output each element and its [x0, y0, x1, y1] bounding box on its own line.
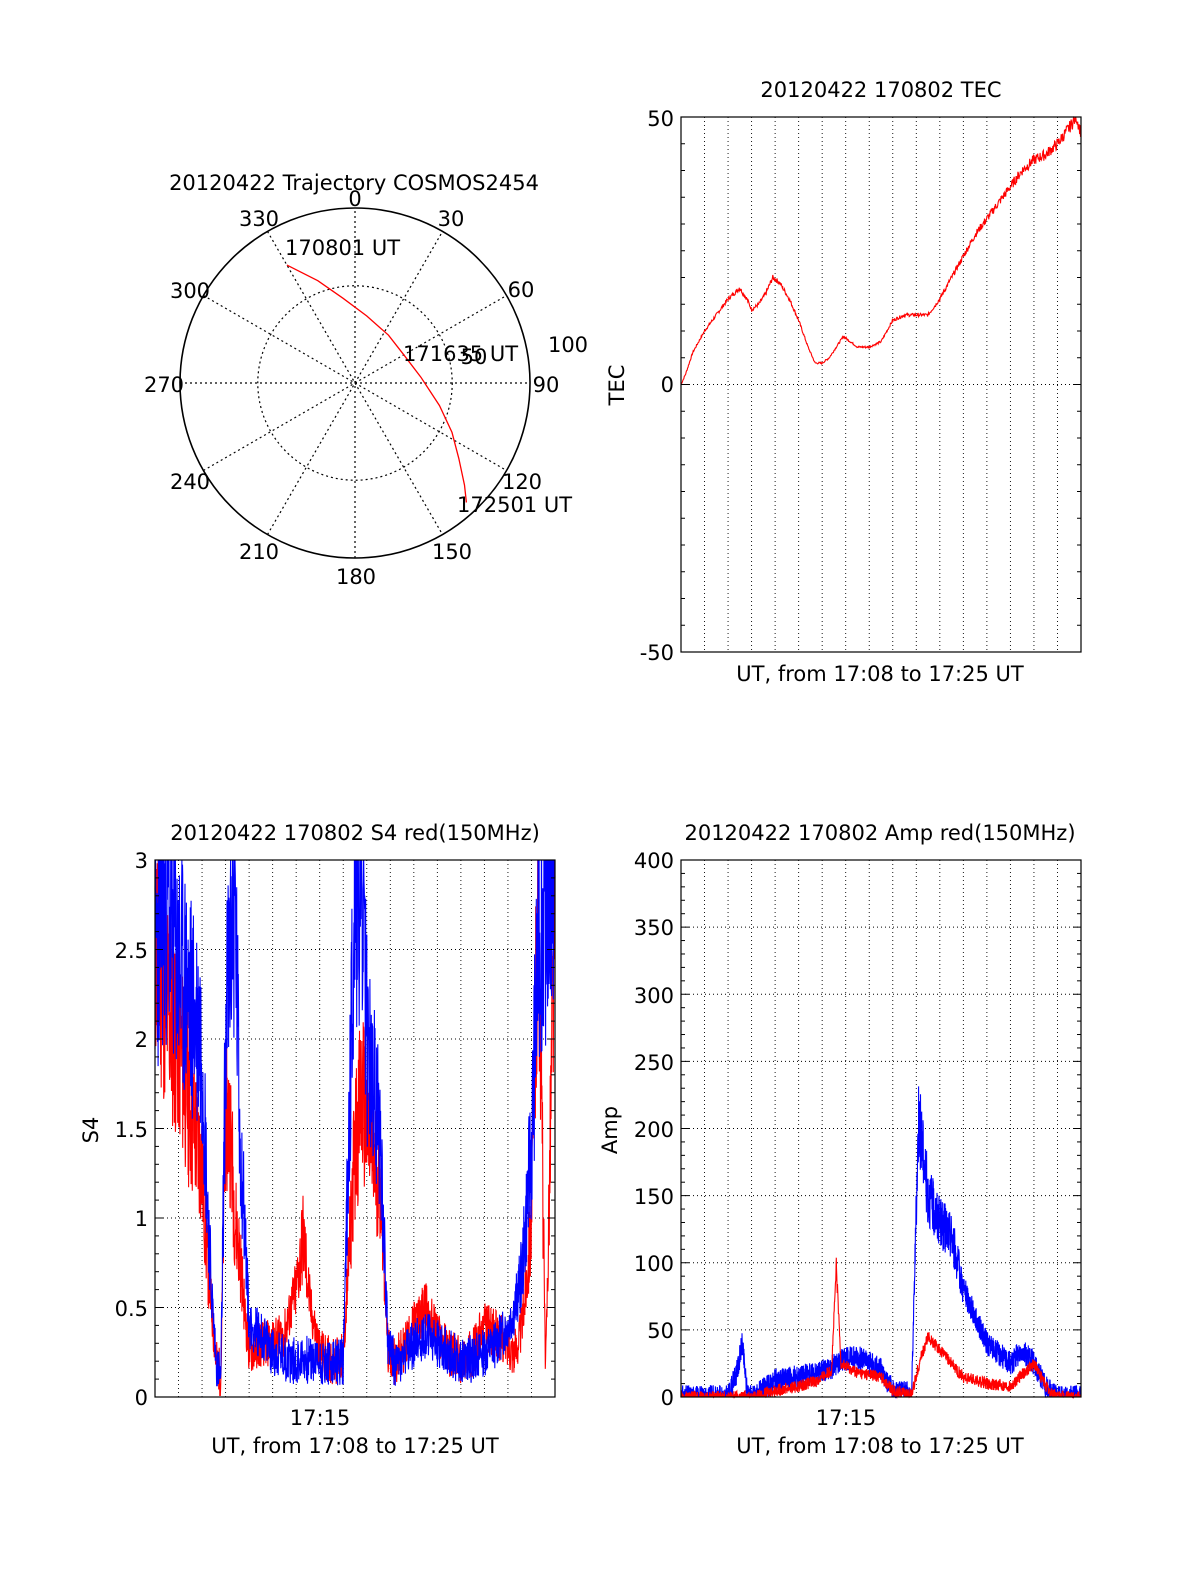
s4-xlabel: UT, from 17:08 to 17:25 UT	[211, 1434, 499, 1458]
trajectory-line	[286, 264, 468, 503]
tec-series	[680, 115, 1082, 385]
tec-ylabel: TEC	[605, 365, 629, 407]
polar-grid	[180, 208, 530, 558]
amp-grid	[681, 860, 1081, 1397]
s4-xtick-1715: 17:15	[290, 1406, 351, 1430]
trajectory-mid-label: 171635 UT	[403, 342, 518, 366]
angle-label-300: 300	[170, 279, 210, 303]
amp-title: 20120422 170802 Amp red(150MHz)	[684, 821, 1075, 845]
angle-label-330: 330	[239, 207, 279, 231]
amp-xlabel: UT, from 17:08 to 17:25 UT	[736, 1434, 1024, 1458]
tec-ytick-neg50: -50	[640, 641, 674, 665]
amp-ytick-400: 400	[634, 849, 674, 873]
s4-ylabel: S4	[79, 1117, 103, 1144]
s4-ytick-1-5: 1.5	[115, 1118, 148, 1142]
s4-ytick-1: 1	[135, 1207, 148, 1231]
amp-ticks	[681, 859, 1081, 1398]
s4-ytick-2: 2	[135, 1028, 148, 1052]
amp-plot: 20120422 170802 Amp red(150MHz) 0 50 100…	[598, 821, 1082, 1458]
amp-ytick-50: 50	[647, 1319, 674, 1343]
amp-ytick-100: 100	[634, 1252, 674, 1276]
amp-ytick-300: 300	[634, 984, 674, 1008]
angle-label-90: 90	[533, 373, 560, 397]
trajectory-start-label: 170801 UT	[285, 236, 400, 260]
tec-ticks	[681, 116, 1081, 653]
trajectory-series	[286, 264, 468, 503]
tec-ytick-0: 0	[661, 373, 674, 397]
s4-ytick-2-5: 2.5	[115, 939, 148, 963]
angle-label-240: 240	[170, 470, 210, 494]
polar-ring-50	[257, 285, 453, 481]
angle-label-150: 150	[432, 540, 472, 564]
angle-label-60: 60	[508, 278, 535, 302]
tec-series-line	[680, 115, 1082, 385]
trajectory-title: 20120422 Trajectory COSMOS2454	[169, 171, 539, 195]
s4-ytick-3: 3	[135, 849, 148, 873]
amp-ytick-200: 200	[634, 1118, 674, 1142]
tec-xlabel: UT, from 17:08 to 17:25 UT	[736, 662, 1024, 686]
angle-label-210: 210	[239, 540, 279, 564]
angle-label-180: 180	[336, 565, 376, 589]
amp-ytick-250: 250	[634, 1051, 674, 1075]
trajectory-plot: 20120422 Trajectory COSMOS2454 0 30 60 9…	[144, 171, 588, 589]
s4-ytick-0-5: 0.5	[115, 1297, 148, 1321]
tec-ytick-50: 50	[647, 107, 674, 131]
amp-ytick-350: 350	[634, 916, 674, 940]
amp-ytick-0: 0	[661, 1386, 674, 1410]
amp-ylabel: Amp	[598, 1106, 622, 1154]
s4-ticks	[155, 859, 555, 1398]
angle-label-30: 30	[438, 207, 465, 231]
angle-label-120: 120	[502, 470, 542, 494]
radial-label-50: 50	[461, 345, 488, 369]
amp-ytick-150: 150	[634, 1185, 674, 1209]
amp-series	[680, 1086, 1082, 1400]
s4-ytick-0: 0	[135, 1386, 148, 1410]
angle-label-270: 270	[144, 373, 184, 397]
radial-label-100: 100	[548, 333, 588, 357]
trajectory-end-label: 172501 UT	[457, 493, 572, 517]
s4-title: 20120422 170802 S4 red(150MHz)	[170, 821, 540, 845]
tec-plot: 20120422 170802 TEC 50 0 -50 TEC UT, fro…	[605, 78, 1082, 686]
tec-grid	[681, 117, 1081, 652]
polar-outer-ring	[179, 207, 531, 559]
angle-label-0: 0	[348, 187, 361, 211]
polar-spoke-150	[266, 231, 444, 535]
s4-plot: 20120422 170802 S4 red(150MHz) 0 0.5 1 1…	[79, 821, 556, 1458]
amp-xtick-1715: 17:15	[816, 1406, 877, 1430]
tec-title: 20120422 170802 TEC	[760, 78, 1001, 102]
amp-series-red	[680, 1257, 1082, 1400]
